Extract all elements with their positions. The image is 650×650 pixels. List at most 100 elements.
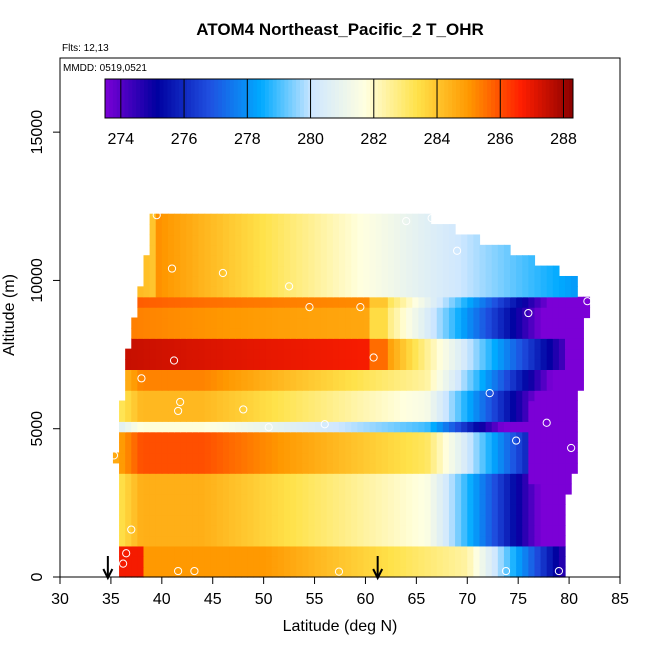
heatmap-cell (259, 286, 267, 298)
x-tick-label: 30 (51, 591, 69, 608)
heatmap-cell (204, 213, 212, 225)
heatmap-cell (351, 556, 358, 568)
heatmap-cell (308, 483, 316, 495)
heatmap-cell (351, 525, 358, 537)
flight-track-points (109, 211, 592, 576)
heatmap-cell (351, 473, 358, 485)
heatmap-cell (448, 421, 456, 433)
heatmap-cell (418, 317, 426, 329)
heatmap-cell (510, 400, 517, 412)
heatmap-cell (186, 317, 193, 329)
heatmap-cell (161, 462, 169, 474)
heatmap-cell (149, 338, 157, 350)
heatmap-cell (528, 452, 536, 464)
y-tick-label: 5000 (29, 411, 46, 447)
colorbar-tick-label: 282 (360, 131, 387, 148)
heatmap-cell (430, 473, 438, 485)
heatmap-cell (357, 244, 365, 256)
heatmap-cell (338, 442, 346, 454)
heatmap-cell (369, 286, 377, 298)
heatmap-cell (436, 556, 444, 568)
heatmap-cell (442, 525, 450, 537)
heatmap-cell (375, 410, 383, 422)
heatmap-cell (259, 379, 267, 391)
heatmap-cell (546, 566, 554, 578)
heatmap-cell (265, 545, 273, 557)
heatmap-cell (326, 410, 334, 422)
heatmap-cell (186, 390, 193, 402)
heatmap-cell (161, 213, 169, 225)
heatmap-cell (534, 400, 542, 412)
heatmap-cell (393, 307, 401, 319)
heatmap-cell (363, 483, 371, 495)
heatmap-cell (387, 296, 395, 308)
heatmap-cell (131, 369, 138, 381)
heatmap-cell (149, 400, 157, 412)
heatmap-cell (436, 535, 444, 547)
heatmap-cell (516, 483, 523, 495)
heatmap-cell (143, 556, 151, 568)
heatmap-cell (314, 421, 322, 433)
heatmap-cell (510, 317, 517, 329)
colorbar-swatch (483, 79, 488, 118)
heatmap-cell (497, 400, 505, 412)
heatmap-cell (137, 359, 145, 370)
heatmap-cell (461, 483, 468, 495)
heatmap-cell (540, 535, 548, 547)
heatmap-cell (467, 410, 474, 422)
heatmap-cell (430, 442, 438, 454)
heatmap-cell (296, 462, 303, 474)
heatmap-cell (314, 317, 322, 329)
heatmap-cell (210, 566, 218, 578)
heatmap-cell (522, 462, 529, 474)
heatmap-cell (534, 348, 542, 360)
heatmap-cell (351, 566, 358, 578)
heatmap-cell (406, 348, 413, 360)
heatmap-cell (326, 296, 334, 308)
heatmap-cell (485, 514, 493, 526)
heatmap-cell (351, 275, 358, 287)
heatmap-cell (241, 483, 248, 495)
heatmap-cell (229, 390, 236, 402)
heatmap-cell (351, 244, 358, 256)
heatmap-cell (192, 213, 200, 225)
heatmap-cell (381, 255, 389, 267)
heatmap-cell (161, 400, 169, 412)
heatmap-cell (192, 379, 200, 391)
heatmap-cell (516, 265, 523, 277)
heatmap-cell (571, 296, 578, 308)
heatmap-cell (479, 348, 487, 360)
heatmap-cell (204, 286, 212, 298)
colorbar-swatch (233, 79, 239, 118)
heatmap-cell (125, 452, 132, 464)
heatmap-cell (180, 504, 187, 516)
heatmap-cell (448, 390, 456, 402)
heatmap-cell (387, 483, 395, 495)
colorbar-swatch (163, 79, 168, 118)
heatmap-cell (259, 545, 267, 557)
heatmap-cell (161, 514, 169, 526)
heatmap-cell (357, 317, 365, 329)
heatmap-cell (296, 296, 303, 308)
heatmap-cell (155, 431, 163, 443)
heatmap-cell (314, 483, 322, 495)
heatmap-cell (137, 286, 145, 298)
heatmap-cell (503, 452, 511, 464)
heatmap-cell (277, 566, 285, 578)
heatmap-cell (222, 213, 230, 225)
heatmap-cell (473, 390, 481, 402)
heatmap-cell (479, 545, 487, 557)
heatmap-cell (259, 473, 267, 485)
heatmap-cell (473, 400, 481, 412)
heatmap-cell (345, 545, 352, 557)
heatmap-cell (461, 359, 468, 370)
heatmap-cell (167, 483, 175, 495)
heatmap-cell (540, 410, 548, 422)
heatmap-cell (155, 348, 163, 360)
heatmap-cell (516, 514, 523, 526)
heatmap-cell (125, 483, 132, 495)
heatmap-cell (296, 421, 303, 433)
heatmap-cell (418, 286, 426, 298)
heatmap-cell (137, 535, 145, 547)
colorbar-swatch (194, 79, 200, 118)
